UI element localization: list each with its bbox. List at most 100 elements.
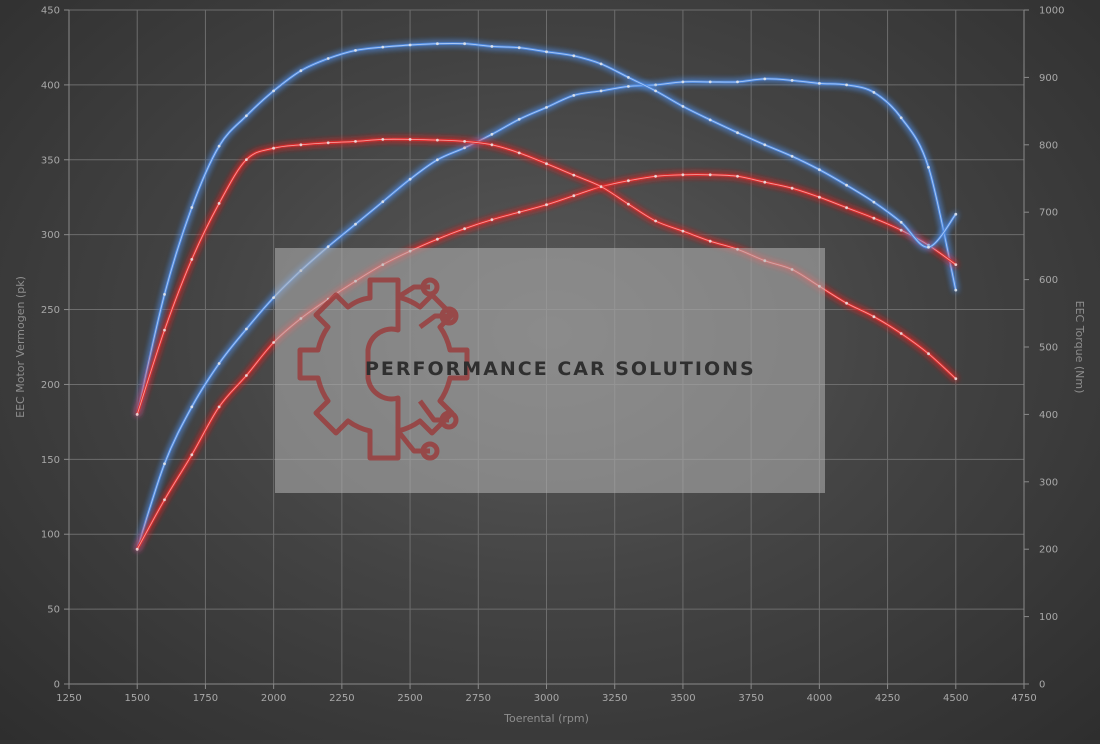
data-point xyxy=(872,315,876,319)
axes: 1250 1500 1750 2000 2250 2500 2750 3000 3250 3500… xyxy=(14,6,1086,726)
x-tick-label: 1500 xyxy=(124,693,149,704)
data-point xyxy=(436,138,439,142)
data-point xyxy=(217,202,221,205)
data-point xyxy=(490,218,494,222)
data-point xyxy=(408,177,412,181)
x-axis-title: Toerental (rpm) xyxy=(503,712,589,725)
data-point xyxy=(872,91,876,94)
data-point xyxy=(790,154,794,158)
data-point xyxy=(381,200,385,204)
data-point xyxy=(354,49,357,52)
data-point xyxy=(490,45,494,48)
data-point xyxy=(899,116,903,120)
data-point xyxy=(763,180,767,184)
data-point xyxy=(572,194,576,198)
data-point xyxy=(545,50,548,54)
data-point xyxy=(436,158,439,162)
y-left-tick-label: 150 xyxy=(41,455,60,466)
data-point xyxy=(954,212,958,216)
data-point xyxy=(408,43,412,47)
data-point xyxy=(681,80,685,84)
data-point xyxy=(927,352,930,356)
data-point xyxy=(272,146,275,150)
data-point xyxy=(517,210,521,214)
watermark: PERFORMANCE CAR SOLUTIONS xyxy=(275,248,825,493)
data-point xyxy=(681,173,685,177)
data-point xyxy=(245,374,248,377)
data-point xyxy=(818,82,821,85)
data-point xyxy=(763,77,767,81)
data-point xyxy=(272,341,275,344)
data-point xyxy=(708,80,712,84)
data-point xyxy=(463,140,466,143)
y-left-tick-label: 0 xyxy=(54,680,60,691)
data-point xyxy=(572,173,576,177)
data-point xyxy=(545,106,548,109)
data-point xyxy=(708,239,712,243)
data-point xyxy=(627,202,630,206)
data-point xyxy=(627,85,630,88)
y-right-tick-label: 0 xyxy=(1039,680,1045,691)
data-point xyxy=(135,547,139,551)
y-right-tick-label: 1000 xyxy=(1039,6,1064,17)
data-point xyxy=(190,405,194,409)
y-right-tick-label: 500 xyxy=(1039,343,1058,354)
data-point xyxy=(845,301,848,305)
data-point xyxy=(517,46,521,50)
y-left-tick-label: 350 xyxy=(41,155,60,166)
data-point xyxy=(436,42,439,46)
data-point xyxy=(899,228,903,232)
data-point xyxy=(654,83,657,87)
data-point xyxy=(818,195,821,199)
y-right-tick-label: 600 xyxy=(1039,275,1058,286)
data-point xyxy=(463,146,466,150)
data-point xyxy=(599,89,603,93)
x-tick-label: 3250 xyxy=(602,693,627,704)
data-point xyxy=(163,328,166,332)
data-point xyxy=(190,258,194,261)
data-point xyxy=(736,131,739,135)
data-point xyxy=(381,45,385,49)
x-tick-label: 4500 xyxy=(943,693,968,704)
y-left-axis-title: EEC Motor Vermogen (pk) xyxy=(14,276,27,418)
watermark-text: PERFORMANCE CAR SOLUTIONS xyxy=(365,358,756,380)
gridlines xyxy=(68,9,1025,685)
data-point xyxy=(954,377,958,381)
y-left-tick-label: 250 xyxy=(41,305,60,316)
data-point xyxy=(954,288,958,292)
data-point xyxy=(654,219,657,223)
data-point xyxy=(872,200,876,204)
y-left-tick-label: 50 xyxy=(47,605,60,616)
x-tick-label: 1250 xyxy=(56,693,81,704)
data-point xyxy=(599,62,603,66)
data-point xyxy=(326,141,330,145)
x-tick-label: 4250 xyxy=(875,693,900,704)
y-right-tick-label: 800 xyxy=(1039,140,1058,151)
y-left-tick-label: 200 xyxy=(41,380,60,391)
data-point xyxy=(736,174,739,178)
data-point xyxy=(572,94,576,97)
data-point xyxy=(163,462,166,466)
y-right-tick-label: 700 xyxy=(1039,208,1058,219)
data-point xyxy=(654,89,657,93)
data-point xyxy=(818,168,821,172)
data-point xyxy=(899,332,903,335)
data-point xyxy=(708,118,712,122)
data-point xyxy=(326,245,330,249)
data-point xyxy=(627,179,630,183)
data-point xyxy=(463,227,466,231)
data-point xyxy=(872,216,876,220)
data-point xyxy=(790,79,794,82)
y-right-tick-label: 300 xyxy=(1039,477,1058,488)
data-point xyxy=(463,42,466,46)
x-tick-label: 4000 xyxy=(807,693,832,704)
x-tick-label: 3500 xyxy=(670,693,695,704)
x-tick-label: 4750 xyxy=(1011,693,1036,704)
data-point xyxy=(681,229,685,233)
series-lines xyxy=(135,42,958,551)
data-point xyxy=(436,237,439,241)
x-tick-label: 1750 xyxy=(193,693,218,704)
data-point xyxy=(135,413,139,416)
data-point xyxy=(899,220,903,224)
